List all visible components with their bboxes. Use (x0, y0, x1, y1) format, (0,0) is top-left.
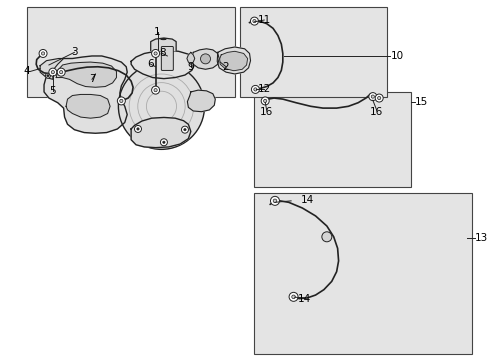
Polygon shape (66, 94, 110, 118)
Circle shape (119, 63, 204, 149)
Circle shape (151, 49, 160, 58)
Text: 10: 10 (391, 51, 404, 61)
Text: 5: 5 (49, 86, 56, 96)
Bar (27, 8, 235, 97)
Polygon shape (131, 51, 195, 78)
Text: 8: 8 (159, 49, 166, 58)
Polygon shape (187, 90, 215, 112)
Circle shape (47, 75, 49, 77)
Polygon shape (220, 51, 247, 71)
Circle shape (46, 73, 50, 78)
Circle shape (181, 126, 189, 133)
Polygon shape (187, 53, 195, 64)
Circle shape (371, 95, 374, 98)
Circle shape (251, 85, 259, 93)
Polygon shape (131, 117, 191, 148)
Circle shape (160, 139, 168, 146)
Polygon shape (151, 38, 176, 51)
Text: 16: 16 (260, 107, 273, 117)
Polygon shape (56, 62, 117, 87)
Text: 12: 12 (258, 84, 271, 94)
Circle shape (154, 52, 157, 55)
Text: 1: 1 (154, 27, 161, 37)
Circle shape (120, 99, 123, 103)
Circle shape (270, 196, 279, 205)
Circle shape (250, 17, 258, 25)
Circle shape (137, 128, 139, 130)
Circle shape (264, 99, 267, 103)
Text: 7: 7 (89, 75, 95, 84)
Polygon shape (217, 47, 250, 74)
Text: 4: 4 (24, 67, 30, 76)
Circle shape (375, 94, 383, 102)
Circle shape (322, 232, 332, 242)
Circle shape (151, 86, 160, 94)
Circle shape (273, 199, 277, 203)
Text: 14: 14 (297, 294, 311, 304)
Circle shape (39, 49, 47, 58)
Circle shape (378, 96, 381, 100)
Circle shape (60, 71, 63, 74)
Circle shape (57, 68, 65, 76)
Circle shape (254, 88, 257, 91)
Text: 9: 9 (188, 62, 194, 72)
Circle shape (292, 295, 295, 299)
Bar (240, 8, 387, 97)
Circle shape (42, 52, 45, 55)
Circle shape (49, 68, 57, 76)
Polygon shape (40, 58, 64, 79)
Bar (254, 92, 411, 187)
Circle shape (134, 125, 142, 132)
FancyBboxPatch shape (161, 46, 173, 71)
Text: 6: 6 (147, 59, 154, 69)
Bar (254, 193, 472, 354)
Text: 16: 16 (370, 107, 383, 117)
Text: 11: 11 (258, 15, 271, 25)
Circle shape (261, 97, 269, 105)
Polygon shape (44, 56, 127, 133)
Text: 15: 15 (415, 96, 428, 107)
Circle shape (184, 129, 186, 131)
Circle shape (253, 19, 256, 23)
Circle shape (117, 97, 125, 105)
Text: 14: 14 (301, 195, 314, 205)
Text: 13: 13 (475, 233, 488, 243)
Text: 2: 2 (223, 62, 229, 72)
Circle shape (154, 89, 157, 92)
Text: 3: 3 (71, 48, 78, 57)
Circle shape (200, 54, 211, 64)
Circle shape (289, 292, 298, 301)
Circle shape (369, 93, 377, 100)
Polygon shape (192, 49, 219, 69)
Circle shape (163, 141, 165, 143)
Circle shape (51, 71, 54, 74)
Ellipse shape (161, 39, 166, 40)
